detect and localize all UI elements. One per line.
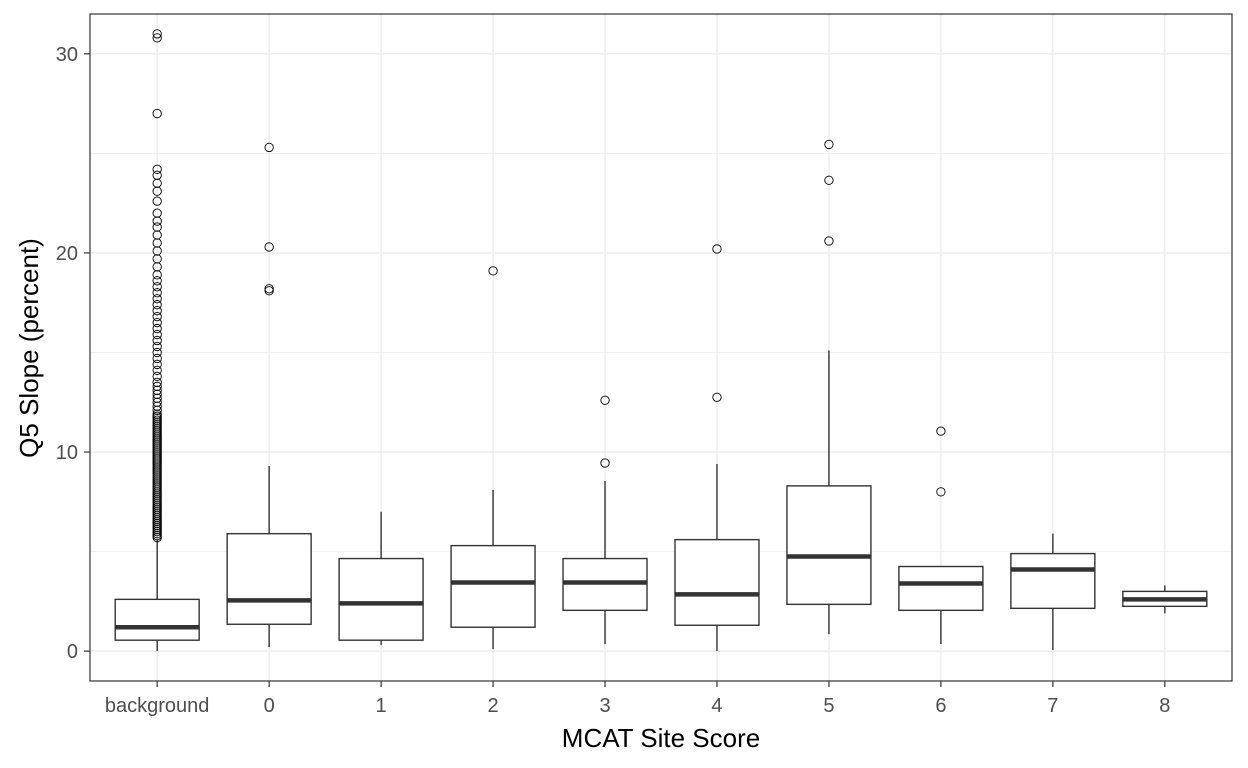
outlier-point [936, 426, 946, 436]
box-3 [562, 480, 648, 645]
outlier-point [152, 300, 162, 310]
box-body [338, 557, 424, 641]
x-tick-label: 8 [1159, 695, 1170, 717]
outlier-point [152, 365, 162, 376]
y-tick-label: 20 [56, 243, 78, 265]
outlier-point [600, 395, 610, 405]
outlier-point [824, 139, 834, 150]
outlier-point [152, 222, 162, 232]
box-4 [674, 463, 760, 652]
x-tick-label: 3 [599, 695, 610, 717]
outlier-point [152, 33, 162, 43]
outlier-point [152, 353, 162, 364]
outlier-point [152, 341, 162, 352]
boxes [114, 350, 1208, 652]
x-tick-label: 6 [935, 695, 946, 717]
outlier-point [152, 164, 162, 174]
outliers [152, 29, 946, 543]
outlier-point [152, 317, 162, 328]
box-8 [1122, 585, 1208, 614]
x-axis-title: MCAT Site Score [562, 723, 760, 753]
outlier-point [712, 392, 722, 402]
outlier-point [152, 29, 162, 39]
x-tick-label: 2 [487, 695, 498, 717]
outlier-point [152, 323, 162, 334]
y-tick-label: 30 [56, 44, 78, 66]
y-axis: 0 10 20 30 [56, 44, 90, 663]
box-2 [450, 489, 536, 650]
y-tick-label: 10 [56, 442, 78, 464]
box-body [450, 544, 536, 628]
x-tick-label: 7 [1047, 695, 1058, 717]
x-tick-label: 1 [376, 695, 387, 717]
outlier-point [152, 377, 162, 387]
box-5 [786, 350, 872, 635]
x-tick-label: 5 [823, 695, 834, 717]
outlier-point [152, 196, 162, 206]
x-tick-label: 4 [711, 695, 722, 717]
outlier-point [152, 170, 162, 180]
outlier-point [152, 282, 162, 292]
outlier-point [152, 208, 162, 218]
outlier-point [152, 276, 162, 286]
outlier-point [824, 175, 834, 185]
x-tick-label: 0 [264, 695, 275, 717]
outlier-point [152, 329, 162, 340]
outlier-point [152, 294, 162, 304]
panel-border [89, 13, 1233, 682]
outlier-point [152, 335, 162, 346]
outlier-point [152, 108, 162, 119]
outlier-point [152, 371, 162, 382]
outlier-point [712, 244, 722, 254]
outlier-point [264, 284, 274, 294]
y-axis-title: Q5 Slope (percent) [14, 238, 44, 458]
outlier-point [152, 347, 162, 358]
box-body [674, 538, 760, 626]
outlier-point [152, 381, 162, 391]
outlier-point [936, 487, 946, 497]
box-body [114, 598, 200, 641]
box-1 [338, 511, 424, 646]
box-body [1010, 552, 1096, 610]
outlier-point [488, 266, 498, 276]
box-body [226, 532, 312, 625]
box-7 [1010, 533, 1096, 651]
x-axis: background 0 1 2 3 4 5 6 7 8 [105, 681, 1170, 717]
outlier-point [152, 288, 162, 298]
box-body [898, 565, 984, 612]
outlier-point [152, 306, 162, 316]
x-tick-label: background [105, 695, 210, 717]
outlier-point [264, 242, 274, 252]
y-tick-label: 0 [67, 641, 78, 663]
outlier-point [600, 458, 610, 468]
box-body [786, 485, 872, 606]
box-6 [898, 565, 984, 645]
box-0 [226, 465, 312, 648]
box-background [114, 539, 200, 652]
outlier-point [264, 142, 274, 153]
outlier-point [824, 236, 834, 246]
outlier-point [152, 359, 162, 370]
outlier-point [152, 311, 162, 322]
